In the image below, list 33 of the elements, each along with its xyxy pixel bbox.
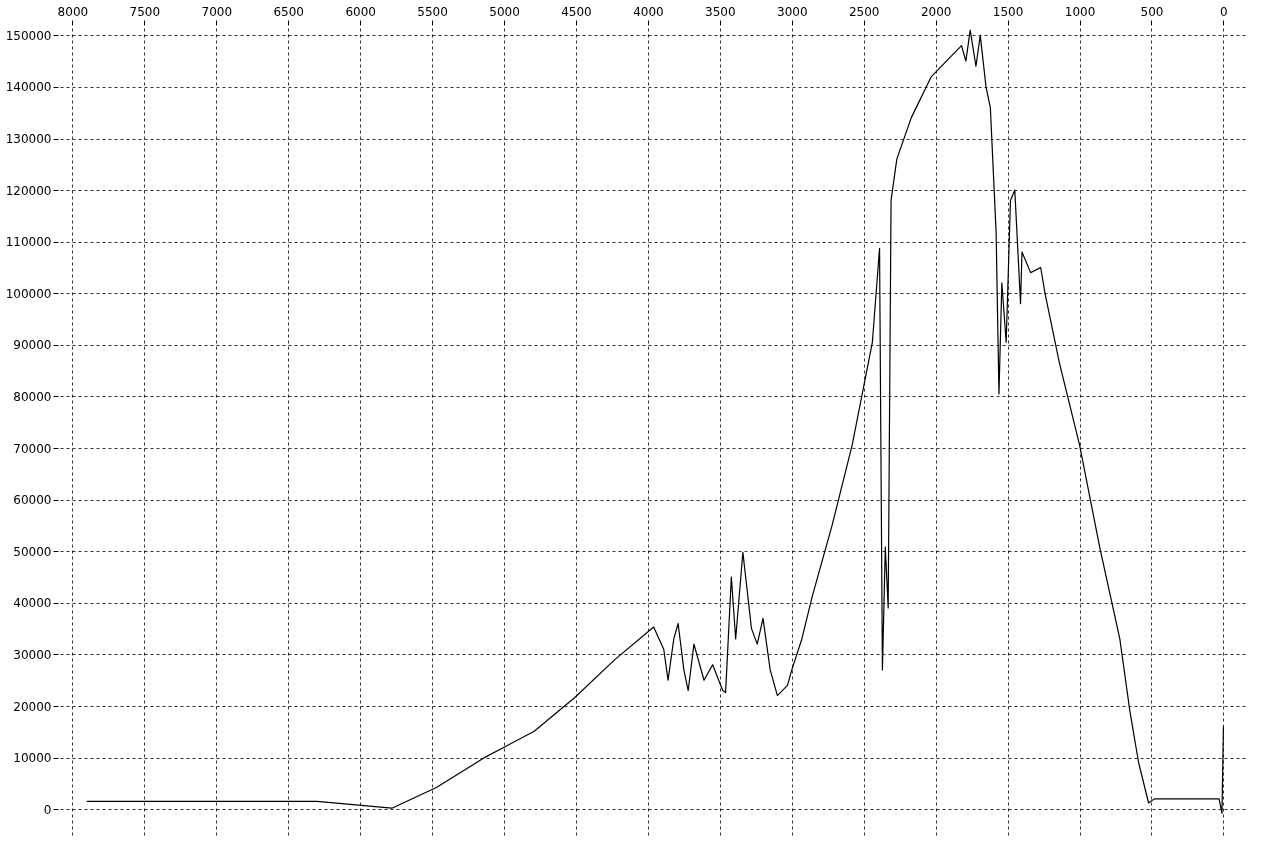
x-tick-label: 8000	[57, 4, 89, 19]
y-tick-label: 150000	[5, 28, 52, 43]
x-tick-label: 3000	[777, 4, 808, 19]
y-tick-label: 10000	[13, 751, 52, 766]
x-tick-label: 2000	[920, 4, 952, 19]
x-tick-label: 1000	[1064, 4, 1096, 19]
y-tick-label: 60000	[13, 493, 52, 508]
y-tick-label: 30000	[13, 647, 52, 662]
y-tick-label: 130000	[5, 132, 52, 146]
x-tick-label: 5000	[489, 4, 520, 19]
x-tick-label: 6000	[345, 4, 376, 19]
y-tick-label: 70000	[13, 441, 52, 456]
x-tick-label: 7000	[201, 4, 233, 19]
y-tick-label: 140000	[5, 80, 52, 95]
y-tick-label: 80000	[13, 389, 52, 404]
y-tick-label: 50000	[13, 544, 52, 559]
x-tick-label: 2500	[848, 4, 880, 19]
y-tick-label: 40000	[13, 596, 52, 611]
x-tick-label: 1500	[992, 4, 1024, 19]
x-tick-label: 7500	[129, 4, 161, 19]
x-tick-label: 4000	[633, 4, 664, 19]
x-tick-label: 5500	[417, 4, 448, 19]
y-tick-label: 90000	[13, 338, 52, 353]
x-tick-label: 4500	[561, 4, 592, 19]
y-tick-label: 110000	[5, 235, 52, 250]
y-tick-label: 100000	[5, 286, 52, 301]
y-tick-label: 120000	[5, 183, 52, 198]
x-tick-label: 0	[1220, 4, 1228, 19]
x-tick-label: 6500	[273, 4, 304, 19]
y-tick-label: 0	[43, 802, 52, 817]
x-tick-label: 500	[1140, 4, 1164, 19]
y-tick-label: 20000	[13, 699, 52, 714]
x-tick-label: 3500	[705, 4, 736, 19]
